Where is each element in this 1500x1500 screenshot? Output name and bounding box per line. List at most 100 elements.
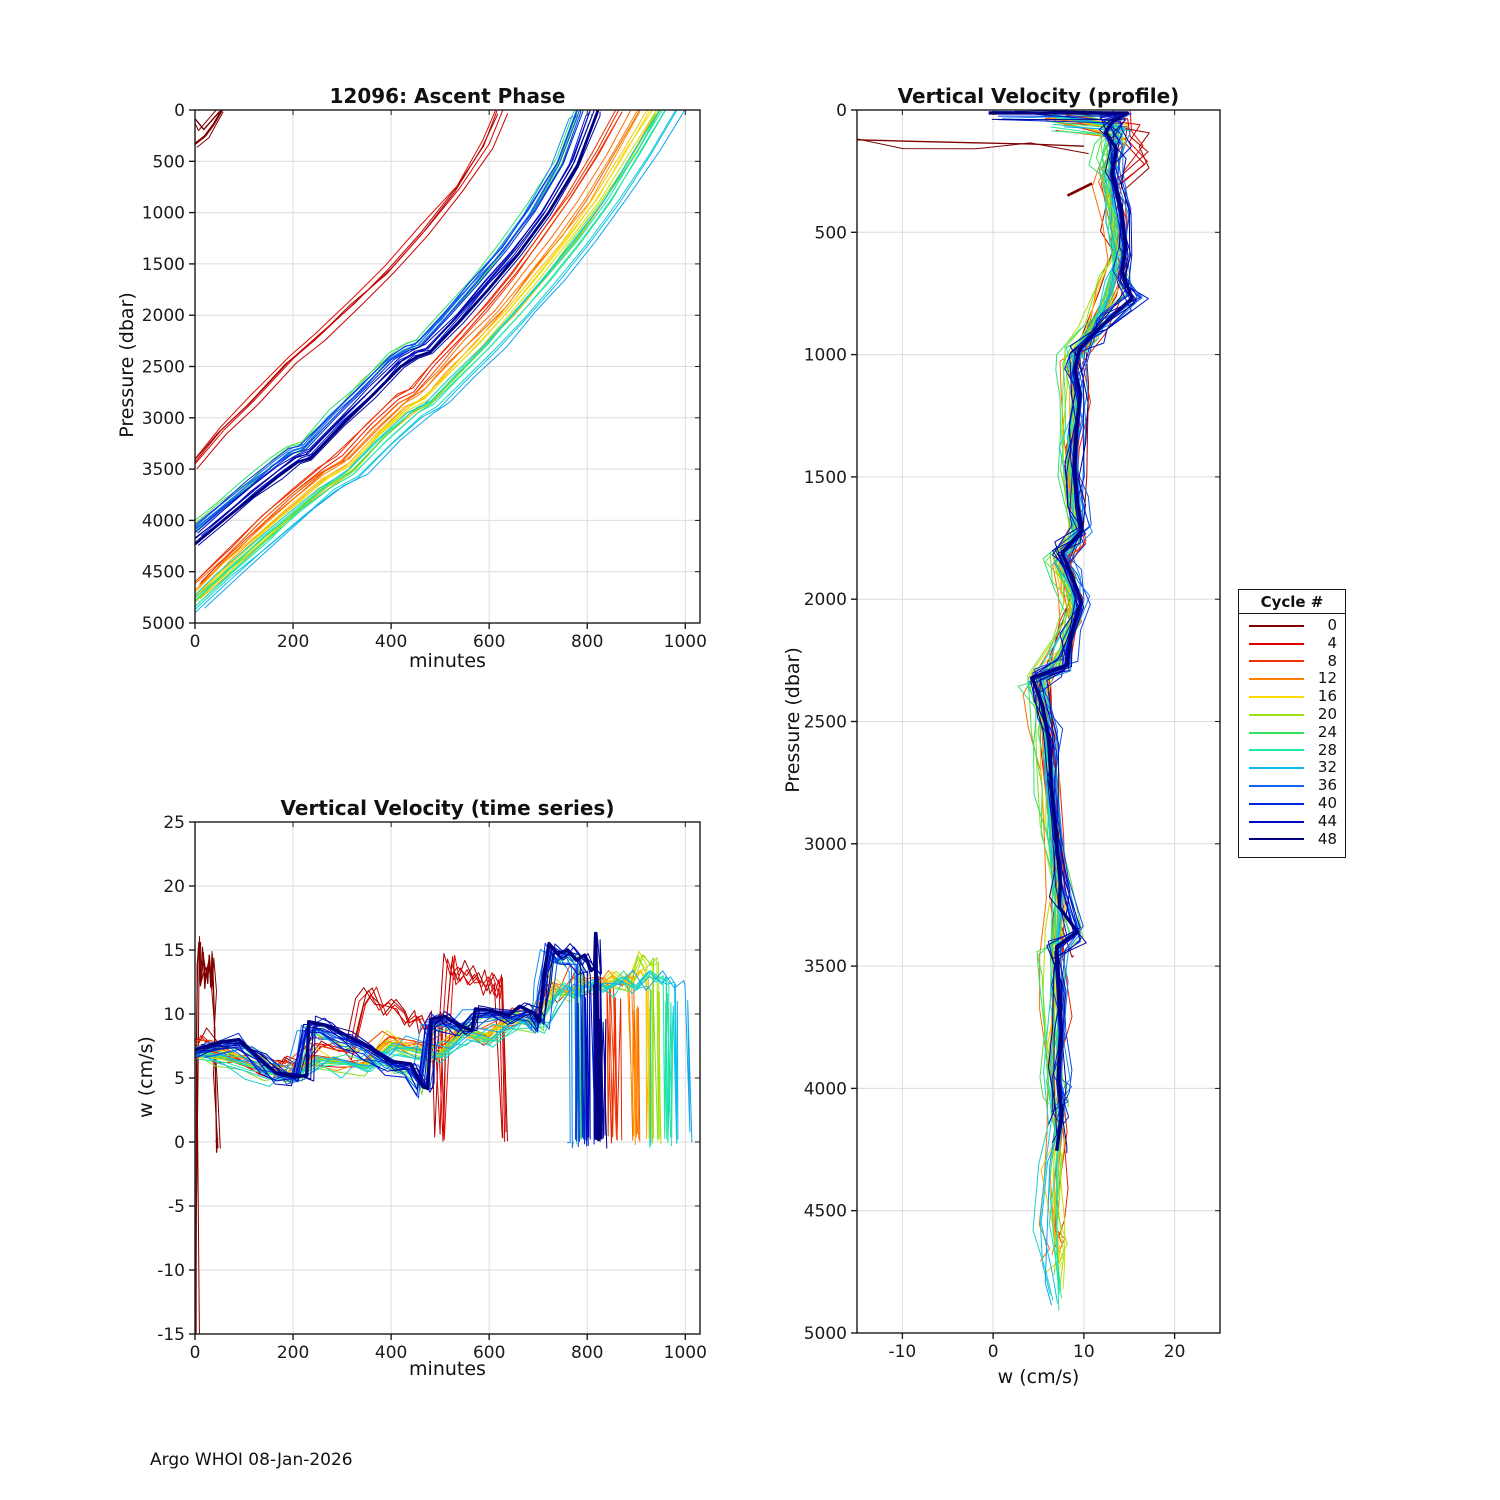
ts-plot: 0 200 400 600 800 1000 -15 -10 -5 0 5 10 15 20 25 — [157, 813, 707, 1363]
y-tick-label: 1000 — [804, 346, 847, 366]
y-tick-label: 2000 — [804, 590, 847, 610]
cycle-trace — [196, 113, 509, 470]
legend-cycle-label: 48 — [1317, 829, 1337, 848]
legend-entry: 40 — [1239, 794, 1345, 813]
y-tick-label: 2000 — [142, 306, 185, 326]
y-tick-label: 500 — [153, 152, 185, 172]
x-tick-label: 800 — [571, 632, 603, 652]
ascent-plot-ylabel: Pressure (dbar) — [116, 292, 138, 438]
y-tick-label: 5000 — [804, 1324, 847, 1344]
cycle-trace — [195, 110, 498, 464]
legend-line-sample — [1249, 696, 1304, 699]
y-tick-label: 15 — [163, 941, 185, 961]
cycle-trace — [988, 111, 1134, 1152]
cycle-trace — [198, 110, 598, 540]
legend-rows: 0 4 8 12 16 20 24 28 32 36 40 44 48 — [1239, 614, 1345, 848]
legend-line-sample — [1249, 767, 1304, 770]
series-lines — [195, 931, 693, 1334]
y-tick-label: 10 — [163, 1005, 185, 1025]
legend-cycle-label: 32 — [1317, 758, 1337, 777]
legend-entry: 16 — [1239, 687, 1345, 706]
y-tick-label: 3500 — [142, 460, 185, 480]
y-tick-label: 1500 — [804, 468, 847, 488]
legend-entry: 4 — [1239, 633, 1345, 653]
axis-ticks: -10 0 10 20 0 500 1000 1500 2000 2500 3000 3500 4000… — [804, 101, 1220, 1362]
cycle-trace — [195, 946, 584, 1140]
legend-entry: 48 — [1239, 829, 1345, 849]
grid-lines — [857, 110, 1220, 1333]
x-tick-label: 10 — [1073, 1342, 1095, 1362]
legend-cycle-label: 24 — [1317, 722, 1337, 741]
cycle-trace — [195, 110, 663, 599]
cycle-trace — [198, 110, 620, 579]
cycle-trace — [1026, 123, 1125, 1301]
y-tick-label: 1000 — [142, 204, 185, 224]
cycle-trace — [195, 110, 654, 597]
x-tick-label: 600 — [473, 632, 505, 652]
cycle-trace — [195, 113, 656, 602]
ascent-plot-xlabel: minutes — [409, 650, 486, 672]
x-tick-label: 1000 — [664, 1343, 707, 1363]
legend-line-sample — [1249, 731, 1304, 734]
legend-title: Cycle # — [1239, 590, 1345, 614]
cycle-trace — [195, 936, 219, 1328]
legend-cycle-label: 0 — [1327, 616, 1337, 634]
ascent-plot-title: 12096: Ascent Phase — [329, 84, 566, 108]
legend-line-sample — [1249, 624, 1304, 627]
x-tick-label: -10 — [888, 1342, 916, 1362]
x-tick-label: 600 — [473, 1343, 505, 1363]
legend-line-sample — [1249, 642, 1304, 645]
x-tick-label: 800 — [571, 1343, 603, 1363]
y-tick-label: 4500 — [142, 563, 185, 583]
legend-line-sample — [1249, 678, 1304, 681]
legend-cycle-label: 12 — [1317, 669, 1337, 688]
cycle-trace — [857, 139, 1084, 147]
y-tick-label: 500 — [815, 223, 847, 243]
y-tick-label: 1500 — [142, 255, 185, 275]
cycle-trace — [195, 110, 661, 596]
y-tick-label: 0 — [174, 101, 185, 121]
y-tick-label: 4000 — [142, 511, 185, 531]
legend-line-sample — [1249, 802, 1304, 805]
x-tick-label: 0 — [190, 632, 201, 652]
y-tick-label: 3500 — [804, 957, 847, 977]
cycle-trace — [195, 110, 581, 525]
y-tick-label: 0 — [174, 1133, 185, 1153]
x-tick-label: 200 — [277, 632, 309, 652]
cycle-trace — [195, 110, 575, 522]
cycle-trace — [195, 110, 223, 145]
cycle-trace — [196, 111, 224, 148]
grid-lines — [195, 110, 700, 623]
y-tick-label: -5 — [168, 1197, 185, 1217]
y-tick-label: 2500 — [142, 358, 185, 378]
cycle-trace — [195, 110, 582, 534]
cycle-legend: Cycle # 0 4 8 12 16 20 24 28 32 36 40 44 48 — [1238, 589, 1346, 858]
cycle-trace — [857, 138, 1089, 155]
legend-entry: 24 — [1239, 722, 1345, 742]
cycle-trace — [195, 110, 632, 585]
y-tick-label: 4000 — [804, 1079, 847, 1099]
legend-entry: 0 — [1239, 616, 1345, 635]
cycle-trace — [195, 110, 497, 460]
cycle-trace — [195, 110, 217, 131]
cycle-trace — [1050, 118, 1150, 958]
profile-plot-title: Vertical Velocity (profile) — [897, 84, 1180, 108]
legend-line-sample — [1249, 660, 1304, 663]
cycle-trace — [195, 110, 577, 527]
series-lines — [857, 110, 1150, 1311]
legend-entry: 8 — [1239, 652, 1345, 671]
y-tick-label: 20 — [163, 877, 185, 897]
cycle-trace — [991, 118, 1137, 1154]
y-tick-label: 2500 — [804, 713, 847, 733]
cycle-trace — [1066, 182, 1093, 197]
cycle-trace — [1001, 112, 1138, 1114]
axis-ticks: 0 200 400 600 800 1000 -15 -10 -5 0 5 10 15 20 25 — [157, 813, 707, 1363]
legend-entry: 44 — [1239, 812, 1345, 831]
legend-line-sample — [1249, 838, 1304, 841]
cycle-trace — [997, 119, 1132, 1124]
legend-cycle-label: 28 — [1317, 740, 1337, 759]
x-tick-label: 200 — [277, 1343, 309, 1363]
legend-cycle-label: 4 — [1327, 633, 1337, 652]
y-tick-label: -15 — [157, 1325, 185, 1345]
